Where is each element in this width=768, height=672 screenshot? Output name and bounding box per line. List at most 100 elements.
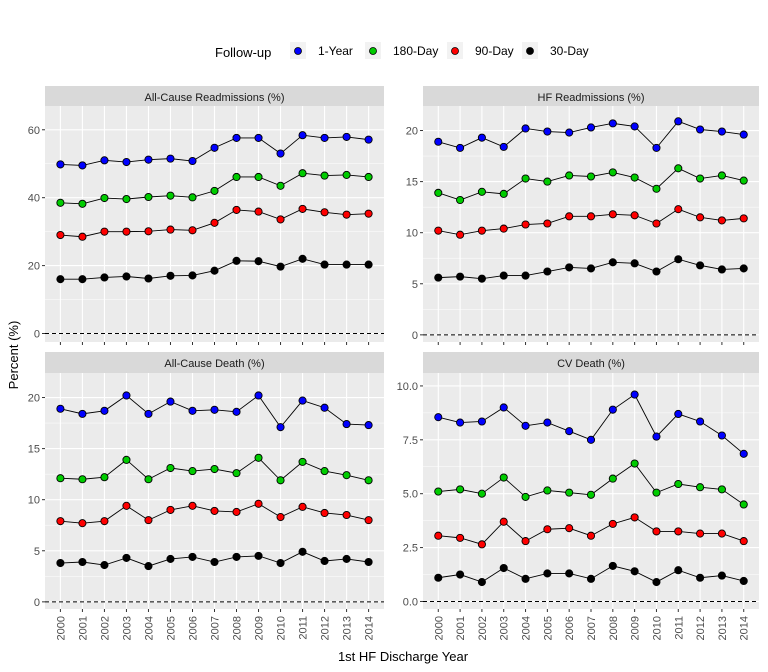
series-1-year	[434, 117, 748, 152]
x-tick-label: 2009	[254, 616, 266, 640]
data-point	[717, 216, 726, 225]
data-point	[696, 261, 705, 270]
data-point	[477, 187, 486, 196]
data-point	[696, 483, 705, 492]
data-point	[100, 406, 109, 415]
data-point	[652, 488, 661, 497]
data-point	[122, 272, 131, 281]
y-tick-label: 20	[28, 261, 40, 273]
x-tick-label: 2014	[364, 616, 376, 640]
data-point	[696, 573, 705, 582]
data-point	[674, 255, 683, 264]
data-point	[586, 531, 596, 540]
x-tick-label: 2006	[564, 616, 576, 640]
data-point	[456, 570, 465, 579]
y-tick-label: 10	[406, 228, 418, 240]
data-point	[188, 501, 197, 510]
data-point	[56, 558, 65, 568]
x-tick-label: 2001	[455, 616, 467, 640]
x-tick-label: 2008	[232, 616, 244, 640]
data-point	[166, 154, 175, 163]
panel-1: All-Cause Readmissions (%) 0 20 40 60	[28, 86, 384, 345]
data-point	[122, 501, 131, 510]
data-point	[232, 552, 241, 561]
y-tick-label: 40	[28, 193, 40, 205]
data-point	[100, 193, 109, 203]
data-point	[434, 137, 443, 146]
series-30-day	[434, 255, 748, 283]
x-tick-label: 2007	[586, 616, 598, 640]
data-point	[586, 123, 596, 132]
x-tick-label: 2005	[542, 616, 554, 640]
data-point	[739, 264, 748, 273]
data-point	[276, 262, 285, 271]
data-point	[565, 569, 574, 578]
series-30-day	[56, 547, 373, 571]
data-point	[739, 214, 748, 223]
data-point	[674, 164, 683, 173]
data-point	[456, 533, 465, 542]
data-point	[630, 122, 639, 131]
x-tick-label: 2010	[651, 616, 663, 640]
y-tick-label: 60	[28, 125, 40, 137]
data-point	[630, 173, 639, 182]
data-point	[477, 578, 486, 587]
x-tick-label: 2000	[55, 616, 67, 640]
data-point	[696, 213, 705, 222]
series-1-year	[56, 131, 373, 170]
data-point	[652, 184, 661, 193]
data-point	[696, 529, 705, 538]
panel-strip	[423, 86, 759, 106]
legend-key-90-day	[451, 47, 459, 55]
data-point	[188, 226, 197, 235]
x-tick-label: 2002	[477, 616, 489, 640]
data-point	[456, 272, 465, 281]
data-point	[210, 506, 219, 515]
data-point	[166, 225, 175, 234]
series-1-year	[56, 391, 373, 432]
data-point	[717, 265, 726, 274]
legend-title: Follow-up	[215, 45, 271, 60]
data-point	[298, 502, 307, 511]
y-axis-title: Percent (%)	[6, 321, 21, 390]
data-point	[434, 273, 443, 282]
data-point	[144, 274, 153, 283]
data-point	[674, 479, 683, 489]
data-point	[232, 407, 241, 416]
y-tick-label: 0.0	[403, 596, 418, 608]
data-point	[521, 574, 530, 583]
panel-strip	[45, 352, 384, 373]
data-point	[342, 420, 351, 429]
data-point	[456, 195, 465, 205]
data-point	[342, 554, 351, 563]
data-point	[477, 489, 486, 498]
series-180-day	[434, 164, 748, 205]
data-point	[608, 168, 617, 177]
legend: Follow-up 1-Year 180-Day 90-Day 30-Day	[215, 42, 589, 60]
data-point	[100, 517, 109, 526]
data-point	[652, 219, 661, 228]
data-point	[608, 474, 617, 483]
data-point	[674, 527, 683, 536]
x-tick-label: 2004	[143, 616, 155, 640]
panel-3: All-Cause Death (%) 0 5 10 15 20 2000 2001 2002 2…	[28, 352, 384, 640]
y-tick-label: 0	[34, 329, 40, 341]
panel-2: HF Readmissions (%) 0 5 10 15 20	[406, 86, 759, 345]
data-point	[565, 488, 574, 497]
data-point	[608, 119, 617, 128]
data-point	[320, 556, 329, 566]
data-point	[565, 524, 574, 533]
data-point	[188, 406, 197, 415]
data-point	[674, 409, 683, 418]
x-tick-label: 2012	[695, 616, 707, 640]
data-point	[320, 467, 329, 476]
data-point	[298, 204, 307, 213]
x-tick-label: 2007	[210, 616, 222, 640]
data-point	[342, 170, 351, 179]
data-point	[477, 540, 486, 549]
data-point	[364, 172, 373, 182]
x-tick-label: 2011	[673, 616, 685, 640]
data-point	[521, 421, 530, 430]
y-tick-label: 7.5	[403, 435, 418, 447]
